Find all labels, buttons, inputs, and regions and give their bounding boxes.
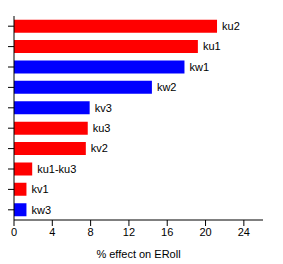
svg-text:4: 4 (49, 226, 55, 238)
svg-text:0: 0 (11, 226, 17, 238)
svg-text:kv1: kv1 (31, 183, 48, 195)
svg-text:ku1-ku3: ku1-ku3 (37, 163, 76, 175)
svg-text:20: 20 (199, 226, 211, 238)
svg-text:ku3: ku3 (93, 122, 111, 134)
svg-text:12: 12 (123, 226, 135, 238)
svg-text:24: 24 (238, 226, 250, 238)
svg-text:% effect on ERoll: % effect on ERoll (96, 248, 180, 260)
svg-text:ku2: ku2 (222, 20, 240, 32)
svg-text:16: 16 (161, 226, 173, 238)
svg-text:kw3: kw3 (31, 204, 51, 216)
svg-text:8: 8 (88, 226, 94, 238)
svg-text:kv2: kv2 (91, 142, 108, 154)
svg-text:kw1: kw1 (189, 61, 209, 73)
svg-text:kv3: kv3 (95, 102, 112, 114)
svg-text:kw2: kw2 (157, 81, 177, 93)
svg-text:ku1: ku1 (203, 40, 221, 52)
